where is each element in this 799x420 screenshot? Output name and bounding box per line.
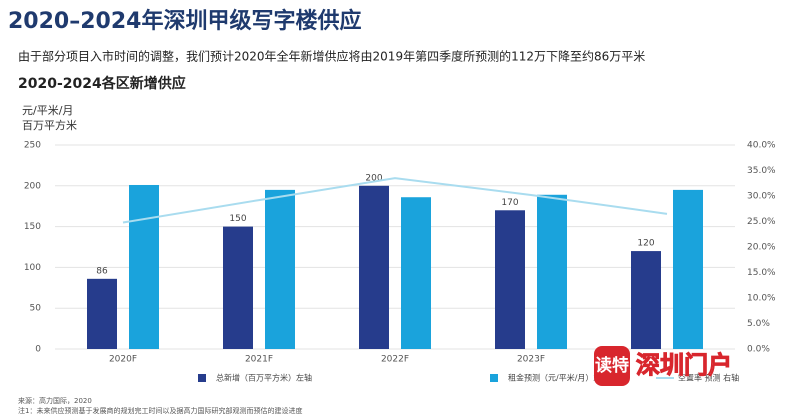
y2-tick-label: 5.0% <box>747 319 770 329</box>
bar <box>359 185 389 349</box>
legend-swatch <box>490 374 498 382</box>
watermark: 读特 <box>595 355 629 376</box>
line <box>122 177 668 224</box>
bar <box>87 278 117 349</box>
y-tick-label: 100 <box>24 263 41 273</box>
y-axis-label: 百万平方米 <box>22 118 77 132</box>
legend-label: 租金预测（元/平米/月）左轴 <box>508 373 609 383</box>
data-label: 120 <box>637 239 654 249</box>
y2-tick-label: 10.0% <box>747 294 776 304</box>
subtitle: 由于部分项目入市时间的调整，我们预计2020年全年新增供应将由2019年第四季度… <box>18 49 645 64</box>
y2-tick-label: 15.0% <box>747 268 776 278</box>
legend-swatch <box>198 374 206 382</box>
legend-label: 空置率 预测 右轴 <box>678 373 739 383</box>
x-tick-label: 2022F <box>381 355 409 365</box>
data-label: 170 <box>501 198 518 208</box>
bar <box>495 210 525 349</box>
y-tick-label: 0 <box>35 345 41 355</box>
y-tick-label: 200 <box>24 181 41 191</box>
y2-tick-label: 35.0% <box>747 166 776 176</box>
source: 来源：高力国际，2020 <box>18 396 92 405</box>
bar <box>223 226 253 349</box>
y-tick-label: 150 <box>24 222 41 232</box>
data-label: 200 <box>365 173 382 183</box>
slide-title: 2020–2024年深圳甲级写字楼供应 <box>8 8 361 34</box>
note: 注1：未来供应预测基于发展商的规划完工时间以及据高力国际研究部观测而预估的建设进… <box>18 406 302 415</box>
bar <box>265 189 295 349</box>
y2-tick-label: 0.0% <box>747 345 770 355</box>
watermark: 深圳门户 <box>636 351 732 379</box>
bar <box>631 251 661 349</box>
watermark-badge <box>594 346 630 386</box>
chart-title: 2020-2024各区新增供应 <box>18 75 186 92</box>
data-label: 150 <box>229 214 246 224</box>
x-tick-label: 2021F <box>245 355 273 365</box>
y2-tick-label: 25.0% <box>747 217 776 227</box>
y2-tick-label: 30.0% <box>747 192 776 202</box>
legend-label: 总新增（百万平方米）左轴 <box>216 373 312 383</box>
y2-tick-label: 20.0% <box>747 243 776 253</box>
data-label: 86 <box>96 266 108 276</box>
y-axis-label: 元/平米/月 <box>22 104 73 117</box>
bar <box>537 194 567 349</box>
bar <box>673 189 703 349</box>
y2-tick-label: 40.0% <box>747 141 776 151</box>
x-tick-label: 2020F <box>109 355 137 365</box>
x-tick-label: 2023F <box>517 355 545 365</box>
y-tick-label: 50 <box>30 304 42 314</box>
bar <box>401 197 431 349</box>
bar <box>129 184 159 349</box>
y-tick-label: 250 <box>24 141 41 151</box>
